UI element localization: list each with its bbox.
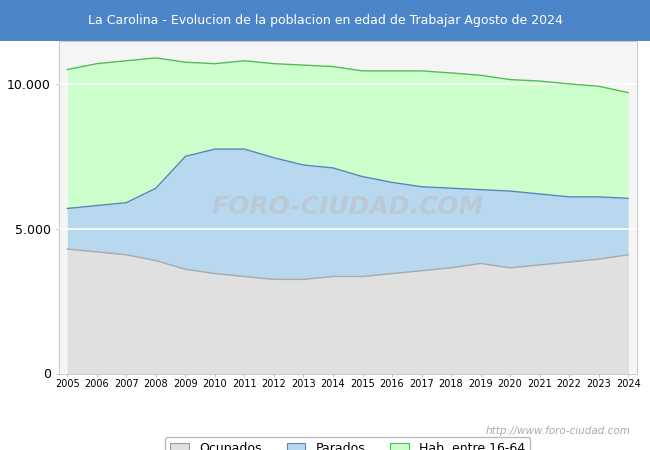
Text: La Carolina - Evolucion de la poblacion en edad de Trabajar Agosto de 2024: La Carolina - Evolucion de la poblacion … (88, 14, 562, 27)
Text: FORO-CIUDAD.COM: FORO-CIUDAD.COM (211, 195, 484, 219)
Legend: Ocupados, Parados, Hab. entre 16-64: Ocupados, Parados, Hab. entre 16-64 (166, 437, 530, 450)
Text: http://www.foro-ciudad.com: http://www.foro-ciudad.com (486, 427, 630, 436)
